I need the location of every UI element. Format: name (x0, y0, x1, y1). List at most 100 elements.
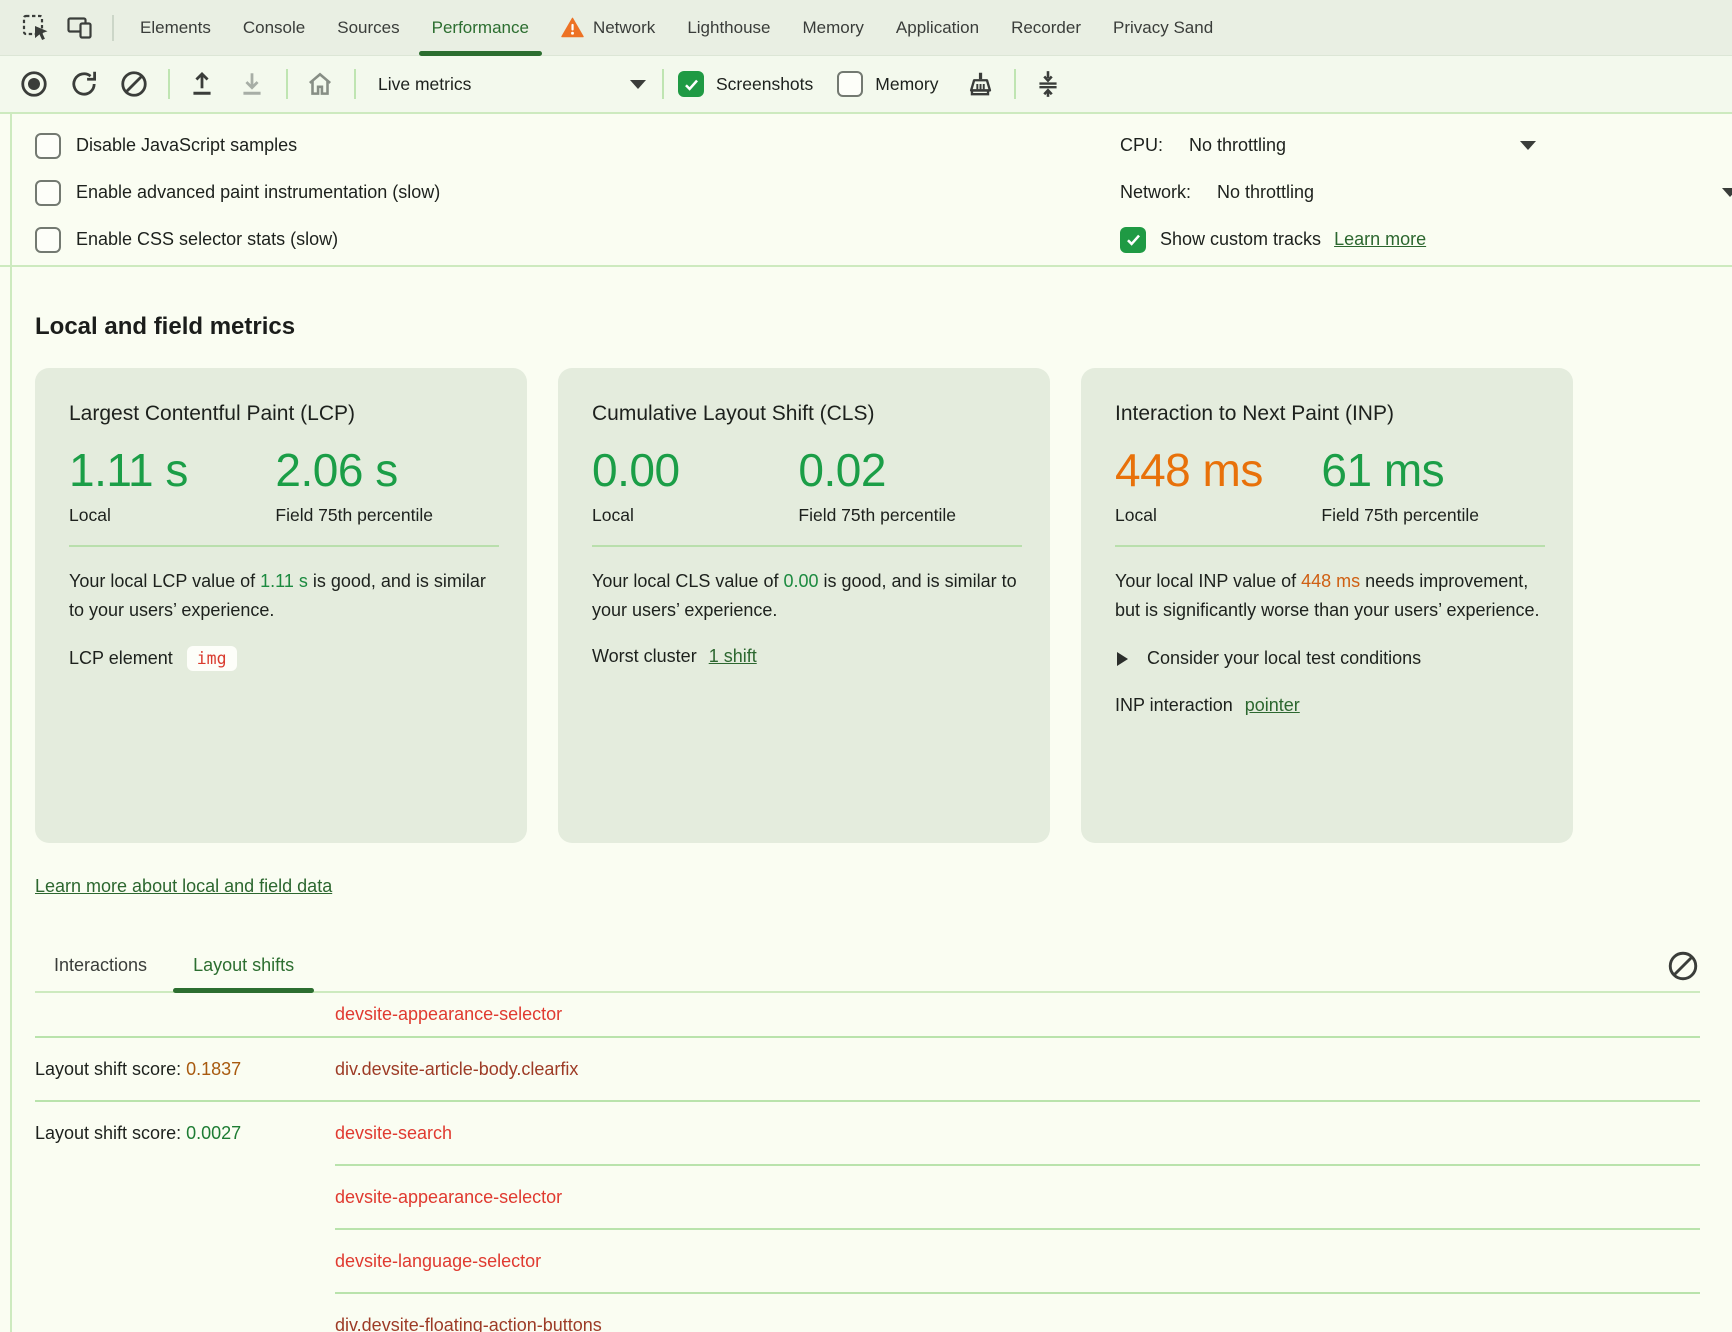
layout-shift-row: div.devsite-floating-action-buttons (35, 1294, 1700, 1332)
clear-log-icon[interactable] (1666, 949, 1700, 983)
layout-shift-row: Layout shift score: 0.0027 devsite-searc… (35, 1102, 1700, 1164)
panel-tabs: Elements Console Sources Performance Net… (124, 0, 1229, 56)
devtools-tabbar: Elements Console Sources Performance Net… (0, 0, 1732, 56)
clear-icon[interactable] (116, 66, 152, 102)
divider (112, 14, 114, 41)
checkbox-unchecked-icon (35, 226, 61, 253)
node-link[interactable]: div.devsite-floating-action-buttons (335, 1314, 602, 1332)
inp-field-value: 61 ms (1321, 444, 1445, 496)
tab-memory[interactable]: Memory (802, 17, 864, 37)
divider (168, 69, 170, 99)
layout-shift-score: Layout shift score: 0.1837 (35, 1058, 242, 1079)
live-metrics-view: Local and field metrics Largest Contentf… (0, 267, 1732, 1332)
node-link[interactable]: div.devsite-article-body.clearfix (335, 1058, 579, 1079)
cls-field-value: 0.02 (798, 444, 886, 496)
record-icon[interactable] (16, 66, 52, 102)
tab-recorder[interactable]: Recorder (1011, 17, 1081, 37)
performance-toolbar: Live metrics Screenshots Memory (0, 56, 1732, 114)
chevron-down-icon (630, 79, 646, 89)
tab-lighthouse[interactable]: Lighthouse (687, 17, 771, 37)
node-link[interactable]: devsite-search (335, 1122, 453, 1143)
reload-record-icon[interactable] (66, 66, 102, 102)
divider (354, 69, 356, 99)
tab-interactions[interactable]: Interactions (54, 955, 148, 975)
local-field-data-learn-more-link[interactable]: Learn more about local and field data (35, 876, 333, 896)
cls-local-value: 0.00 (592, 444, 680, 496)
checkbox-unchecked-icon (35, 132, 61, 159)
divider (1014, 69, 1017, 99)
divider (335, 1164, 1700, 1166)
local-test-conditions-disclosure[interactable]: Consider your local test conditions (1115, 648, 1545, 669)
mode-selector-value: Live metrics (378, 73, 472, 94)
layout-shift-row: devsite-appearance-selector (35, 1166, 1700, 1228)
divider (69, 545, 499, 548)
divider (335, 1228, 1700, 1230)
download-profile-icon[interactable] (234, 66, 270, 102)
capture-settings: Disable JavaScript samples Enable advanc… (0, 114, 1732, 267)
cls-card: Cumulative Layout Shift (CLS) 0.00 Local… (558, 368, 1050, 843)
tab-elements[interactable]: Elements (140, 17, 211, 37)
triangle-right-icon (1117, 651, 1128, 666)
tab-application[interactable]: Application (895, 17, 980, 37)
interactions-log: Interactions Layout shifts devsite-appea… (35, 949, 1732, 1332)
worst-cluster-link[interactable]: 1 shift (708, 646, 757, 667)
layout-shift-score: Layout shift score: 0.0027 (35, 1122, 242, 1143)
checkbox-unchecked-icon (837, 71, 864, 97)
layout-shift-row: Layout shift score: 0.1837 div.devsite-a… (35, 1038, 1700, 1102)
network-throttling-value: No throttling (1217, 182, 1315, 202)
tab-console[interactable]: Console (242, 17, 306, 37)
memory-checkbox[interactable]: Memory (837, 71, 938, 97)
checkbox-unchecked-icon (35, 179, 61, 206)
upload-profile-icon[interactable] (184, 66, 220, 102)
divider (662, 69, 664, 99)
advanced-paint-instrumentation-checkbox[interactable]: Enable advanced paint instrumentation (s… (35, 169, 1732, 216)
tab-performance[interactable]: Performance (416, 0, 545, 56)
device-toolbar-icon[interactable] (62, 10, 98, 46)
throttling-settings: CPU: No throttling Network: No throttlin… (1120, 122, 1732, 263)
css-selector-stats-checkbox[interactable]: Enable CSS selector stats (slow) (35, 216, 1732, 263)
gc-cleanup-icon[interactable] (962, 66, 998, 102)
lcp-element-node-link[interactable]: img (186, 646, 237, 672)
layout-shift-row: devsite-appearance-selector (35, 993, 1700, 1038)
chevron-down-icon (1722, 188, 1732, 197)
panel-left-border (10, 113, 12, 1332)
lcp-local-value: 1.11 s (69, 444, 188, 496)
node-link[interactable]: devsite-appearance-selector (335, 1004, 563, 1024)
home-icon[interactable] (302, 66, 338, 102)
chevron-down-icon (1520, 141, 1536, 150)
collapse-panel-icon[interactable] (1030, 66, 1066, 102)
lcp-field-value: 2.06 s (275, 444, 398, 496)
tab-sources[interactable]: Sources (337, 17, 400, 37)
show-custom-tracks-row: Show custom tracks Learn more (1120, 216, 1732, 263)
tab-network[interactable]: Network (545, 0, 671, 56)
network-throttling-select[interactable]: Network: No throttling (1120, 169, 1732, 216)
disable-js-samples-checkbox[interactable]: Disable JavaScript samples (35, 122, 1732, 169)
warning-icon (561, 17, 584, 38)
cpu-throttling-value: No throttling (1189, 135, 1287, 155)
layout-shift-row: devsite-language-selector (35, 1230, 1700, 1292)
lcp-description: Your local LCP value of 1.11 s is good, … (69, 571, 486, 620)
tab-privacy-sandbox[interactable]: Privacy Sand (1113, 17, 1214, 37)
mode-selector[interactable]: Live metrics (378, 74, 646, 95)
screenshots-checkbox[interactable]: Screenshots (678, 71, 813, 97)
divider (592, 545, 1022, 548)
inp-card: Interaction to Next Paint (INP) 448 ms L… (1081, 368, 1573, 843)
tab-layout-shifts[interactable]: Layout shifts (173, 955, 315, 993)
cpu-throttling-select[interactable]: CPU: No throttling (1120, 122, 1732, 169)
node-link[interactable]: devsite-language-selector (335, 1250, 542, 1271)
divider (1115, 545, 1545, 548)
custom-tracks-learn-more-link[interactable]: Learn more (1334, 229, 1427, 249)
show-custom-tracks-checkbox[interactable] (1120, 226, 1146, 253)
node-link[interactable]: devsite-appearance-selector (335, 1186, 563, 1207)
lcp-card: Largest Contentful Paint (LCP) 1.11 s Lo… (35, 368, 527, 843)
metric-cards: Largest Contentful Paint (LCP) 1.11 s Lo… (35, 368, 1732, 843)
cls-description: Your local CLS value of 0.00 is good, an… (592, 571, 1017, 620)
checkbox-checked-icon (678, 71, 704, 97)
inp-interaction-link[interactable]: pointer (1244, 695, 1300, 716)
inspect-element-icon[interactable] (18, 10, 54, 46)
inp-local-value: 448 ms (1115, 444, 1263, 496)
inp-description: Your local INP value of 448 ms needs imp… (1115, 571, 1540, 620)
page-title: Local and field metrics (35, 313, 296, 340)
divider (335, 1292, 1700, 1294)
